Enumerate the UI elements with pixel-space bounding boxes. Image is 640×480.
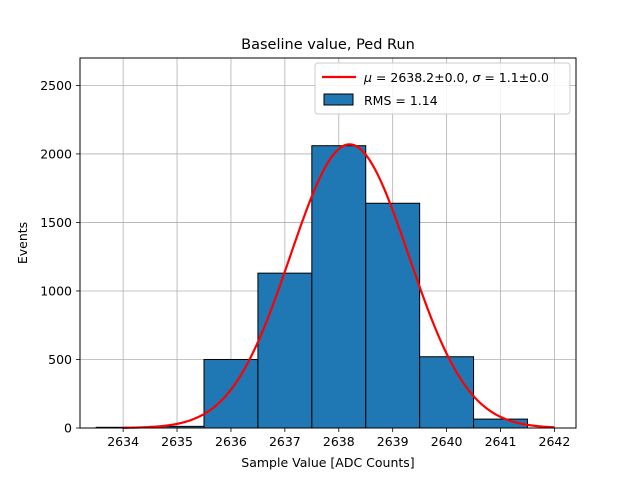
- x-axis-label: Sample Value [ADC Counts]: [241, 455, 414, 470]
- histogram-bar: [311, 145, 367, 429]
- x-tick-label: 2637: [269, 434, 301, 449]
- y-tick-label: 2500: [40, 78, 72, 93]
- histogram-bar: [257, 272, 313, 429]
- y-tick-label: 1000: [40, 283, 72, 298]
- legend-hist-swatch: [323, 93, 354, 106]
- legend-hist-label: RMS = 1.14: [364, 93, 438, 108]
- legend-mu-symbol: μ: [363, 70, 372, 85]
- x-tick-label: 2638: [323, 434, 355, 449]
- y-tick-label: 1500: [40, 215, 72, 230]
- x-tick-label: 2642: [539, 434, 571, 449]
- gaussian-fit-curve: [123, 143, 555, 429]
- chart-title: Baseline value, Ped Run: [241, 37, 415, 53]
- y-axis-label: Events: [15, 222, 30, 264]
- x-tick-label: 2634: [107, 434, 139, 449]
- legend-box: [314, 62, 571, 115]
- histogram-bar: [419, 356, 475, 429]
- legend-sigma-symbol: σ: [472, 70, 481, 85]
- x-tick-label: 2636: [215, 434, 247, 449]
- histogram-bar: [365, 202, 421, 429]
- histogram-bars: [95, 145, 528, 429]
- axes-frame: [79, 57, 577, 429]
- y-tick-label: 2000: [40, 146, 72, 161]
- histogram-bar: [203, 358, 259, 429]
- y-tick-label: 500: [48, 352, 72, 367]
- y-axis-ticks: 0 500 1000 1500 2000 2500: [40, 78, 80, 436]
- y-tick-label: 0: [64, 421, 72, 436]
- legend-fit-label: μ = 2638.2±0.0, σ = 1.1±0.0: [363, 70, 549, 85]
- x-tick-label: 2641: [485, 434, 517, 449]
- x-tick-label: 2635: [161, 434, 193, 449]
- x-axis-ticks: 2634 2635 2636 2637 2638 2639 2640 2641 2642: [107, 428, 570, 449]
- legend-fit-text-2: = 1.1±0.0: [480, 70, 549, 85]
- legend: μ = 2638.2±0.0, σ = 1.1±0.0 RMS = 1.14: [314, 62, 571, 115]
- x-tick-label: 2639: [377, 434, 409, 449]
- x-tick-label: 2640: [431, 434, 463, 449]
- legend-fit-text-1: = 2638.2±0.0,: [372, 70, 472, 85]
